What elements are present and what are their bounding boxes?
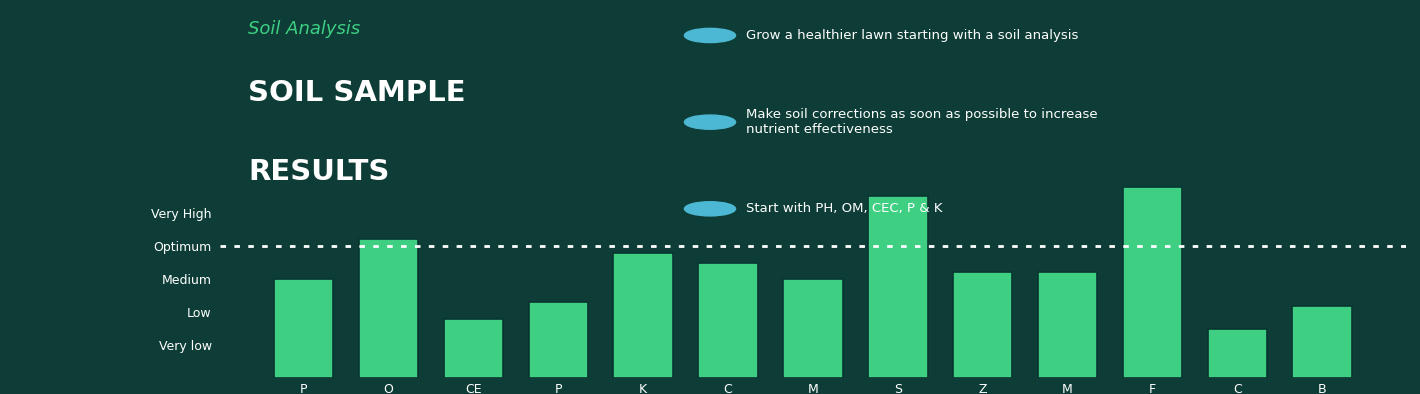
Bar — [1207, 329, 1267, 378]
Text: Grow a healthier lawn starting with a soil analysis: Grow a healthier lawn starting with a so… — [746, 29, 1078, 42]
Text: SOIL SAMPLE: SOIL SAMPLE — [248, 79, 466, 107]
Bar — [359, 240, 419, 378]
Bar — [1038, 273, 1098, 378]
Text: Soil Analysis: Soil Analysis — [248, 20, 361, 38]
Bar — [1123, 187, 1183, 378]
Bar — [613, 253, 673, 378]
Text: RESULTS: RESULTS — [248, 158, 390, 186]
Bar — [274, 279, 334, 378]
Bar — [443, 319, 503, 378]
Bar — [528, 302, 588, 378]
Bar — [868, 197, 927, 378]
Bar — [953, 273, 1012, 378]
Text: Make soil corrections as soon as possible to increase
nutrient effectiveness: Make soil corrections as soon as possibl… — [746, 108, 1098, 136]
Bar — [784, 279, 842, 378]
Bar — [699, 262, 758, 378]
Bar — [1292, 305, 1352, 378]
Text: Start with PH, OM, CEC, P & K: Start with PH, OM, CEC, P & K — [746, 203, 941, 215]
